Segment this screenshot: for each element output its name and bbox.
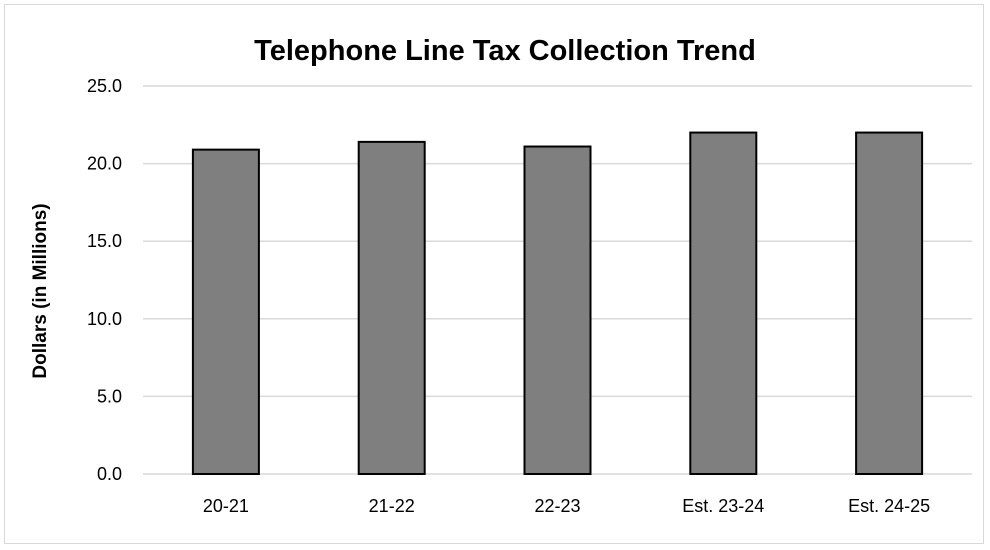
y-tick-label: 5.0 [97, 386, 122, 406]
bars [191, 131, 924, 476]
x-tick-label: 20-21 [203, 496, 249, 516]
y-axis-label: Dollars (in Millions) [30, 203, 51, 378]
bar-22-23 [523, 145, 592, 475]
y-tick-label: 20.0 [87, 154, 122, 174]
x-tick-label: Est. 23-24 [682, 496, 764, 516]
chart-frame [4, 4, 984, 544]
x-tick-label: 22-23 [534, 496, 580, 516]
x-tick-labels: 20-21 21-22 22-23 Est. 23-24 Est. 24-25 [203, 496, 930, 516]
y-tick-label: 10.0 [87, 309, 122, 329]
bar-est-23-24 [689, 131, 758, 475]
bar-21-22 [357, 140, 426, 475]
chart-title: Telephone Line Tax Collection Trend [254, 35, 756, 67]
y-tick-label: 15.0 [87, 231, 122, 251]
y-tick-label: 25.0 [87, 76, 122, 96]
bar-20-21 [191, 148, 260, 476]
bar-est-24-25 [855, 131, 924, 475]
x-tick-label: 21-22 [369, 496, 415, 516]
y-tick-labels: 0.0 5.0 10.0 15.0 20.0 25.0 [87, 76, 122, 484]
x-tick-label: Est. 24-25 [848, 496, 930, 516]
y-tick-label: 0.0 [97, 464, 122, 484]
